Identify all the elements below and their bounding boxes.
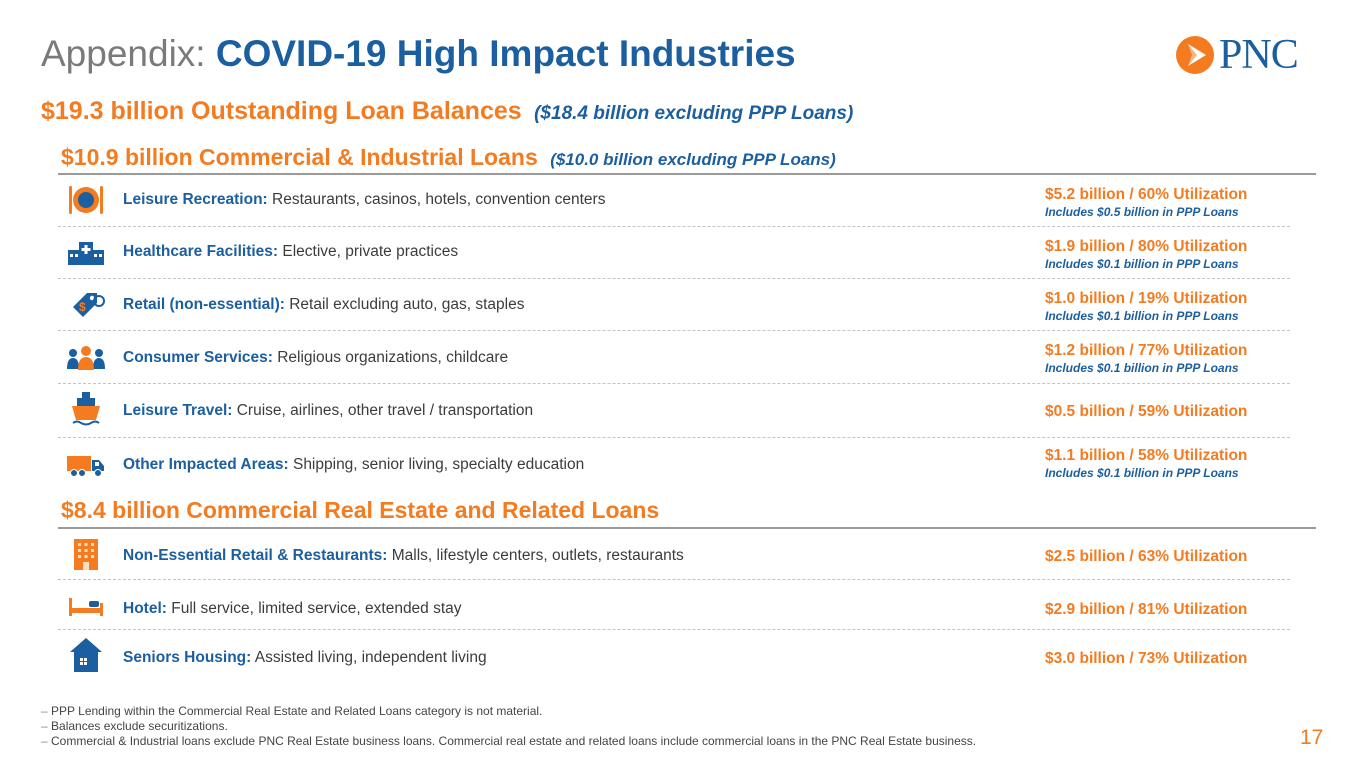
price-tag-icon: $ <box>66 286 106 322</box>
row-amount: $2.5 billion / 63% Utilization <box>1045 547 1247 566</box>
cre-row-seniors-housing: Seniors Housing: Assisted living, indepe… <box>58 630 1290 682</box>
cre-row-retail-restaurants: Non-Essential Retail & Restaurants: Mall… <box>58 528 1290 580</box>
category-label: Non-Essential Retail & Restaurants: <box>123 547 388 564</box>
ci-row-retail: $ Retail (non-essential): Retail excludi… <box>58 279 1290 331</box>
footnote: PPP Lending within the Commercial Real E… <box>41 704 976 719</box>
category-desc: Shipping, senior living, specialty educa… <box>288 456 585 473</box>
cre-section-title: $8.4 billion Commercial Real Estate and … <box>61 497 659 524</box>
category-label: Leisure Recreation: <box>123 191 268 208</box>
pnc-logo-mark-icon <box>1176 36 1214 74</box>
category-desc: Assisted living, independent living <box>251 649 487 666</box>
category-label: Healthcare Facilities: <box>123 243 279 260</box>
row-label: Retail (non-essential): Retail excluding… <box>123 296 524 314</box>
cruise-ship-icon <box>66 391 106 427</box>
category-label: Leisure Travel: <box>123 402 233 419</box>
category-label: Retail (non-essential): <box>123 296 285 313</box>
title-prefix: Appendix: <box>41 33 206 74</box>
cre-section-main: $8.4 billion Commercial Real Estate and … <box>61 497 660 523</box>
category-label: Consumer Services: <box>123 349 273 366</box>
category-desc: Cruise, airlines, other travel / transpo… <box>232 402 534 419</box>
amount-value: $1.0 billion / 19% Utilization <box>1045 290 1248 307</box>
ci-section-title: $10.9 billion Commercial & Industrial Lo… <box>61 144 836 171</box>
category-desc: Full service, limited service, extended … <box>166 600 462 617</box>
category-label: Hotel: <box>123 600 167 617</box>
ppp-note: Includes $0.1 billion in PPP Loans <box>1045 257 1239 271</box>
house-icon <box>66 637 106 673</box>
cre-section-rule <box>58 527 1316 529</box>
ci-row-healthcare: Healthcare Facilities: Elective, private… <box>58 227 1290 279</box>
row-amount: $1.0 billion / 19% Utilization Includes … <box>1045 289 1247 325</box>
ci-row-other-impacted: Other Impacted Areas: Shipping, senior l… <box>58 438 1290 494</box>
ppp-note: Includes $0.1 billion in PPP Loans <box>1045 361 1239 375</box>
cre-row-hotel: Hotel: Full service, limited service, ex… <box>58 580 1290 630</box>
pnc-logo: PNC <box>1175 32 1330 78</box>
amount-value: $1.2 billion / 77% Utilization <box>1045 342 1248 359</box>
svg-text:$: $ <box>79 300 86 314</box>
row-amount: $1.1 billion / 58% Utilization Includes … <box>1045 446 1247 482</box>
category-desc: Malls, lifestyle centers, outlets, resta… <box>387 547 684 564</box>
row-label: Non-Essential Retail & Restaurants: Mall… <box>123 547 684 565</box>
ci-section-rule <box>58 173 1316 175</box>
row-label: Seniors Housing: Assisted living, indepe… <box>123 649 487 667</box>
row-amount: $3.0 billion / 73% Utilization <box>1045 649 1247 668</box>
ci-row-consumer-services: Consumer Services: Religious organizatio… <box>58 331 1290 384</box>
row-label: Leisure Travel: Cruise, airlines, other … <box>123 402 533 420</box>
delivery-truck-icon <box>66 447 106 483</box>
amount-value: $2.9 billion / 81% Utilization <box>1045 601 1248 618</box>
category-desc: Retail excluding auto, gas, staples <box>284 296 525 313</box>
category-desc: Elective, private practices <box>278 243 459 260</box>
row-amount: $2.9 billion / 81% Utilization <box>1045 600 1247 619</box>
ci-row-leisure-recreation: Leisure Recreation: Restaurants, casinos… <box>58 174 1290 227</box>
office-building-icon <box>66 536 106 572</box>
footnote: Commercial & Industrial loans exclude PN… <box>41 734 976 749</box>
row-label: Other Impacted Areas: Shipping, senior l… <box>123 456 584 474</box>
row-amount: $5.2 billion / 60% Utilization Includes … <box>1045 185 1247 221</box>
row-label: Hotel: Full service, limited service, ex… <box>123 600 462 618</box>
amount-value: $0.5 billion / 59% Utilization <box>1045 403 1248 420</box>
amount-value: $1.1 billion / 58% Utilization <box>1045 447 1248 464</box>
ppp-note: Includes $0.1 billion in PPP Loans <box>1045 466 1239 480</box>
page-title: Appendix: COVID-19 High Impact Industrie… <box>41 32 796 76</box>
subtitle-note: ($18.4 billion excluding PPP Loans) <box>534 103 854 124</box>
title-main: COVID-19 High Impact Industries <box>215 33 796 74</box>
ci-section-note: ($10.0 billion excluding PPP Loans) <box>550 150 836 169</box>
amount-value: $2.5 billion / 63% Utilization <box>1045 548 1248 565</box>
amount-value: $3.0 billion / 73% Utilization <box>1045 650 1248 667</box>
amount-value: $5.2 billion / 60% Utilization <box>1045 186 1248 203</box>
hotel-bed-icon <box>66 588 106 624</box>
row-amount: $1.2 billion / 77% Utilization Includes … <box>1045 341 1247 377</box>
row-amount: $0.5 billion / 59% Utilization <box>1045 402 1247 421</box>
plate-cutlery-icon <box>66 182 106 218</box>
ci-section-main: $10.9 billion Commercial & Industrial Lo… <box>61 144 538 170</box>
footnote: Balances exclude securitizations. <box>41 719 976 734</box>
ci-row-leisure-travel: Leisure Travel: Cruise, airlines, other … <box>58 384 1290 438</box>
category-desc: Religious organizations, childcare <box>272 349 509 366</box>
row-amount: $1.9 billion / 80% Utilization Includes … <box>1045 237 1247 273</box>
people-group-icon <box>66 340 106 376</box>
subtitle-main: $19.3 billion Outstanding Loan Balances <box>41 97 522 125</box>
category-desc: Restaurants, casinos, hotels, convention… <box>267 191 606 208</box>
row-label: Consumer Services: Religious organizatio… <box>123 349 508 367</box>
page-number: 17 <box>1300 726 1324 749</box>
amount-value: $1.9 billion / 80% Utilization <box>1045 238 1248 255</box>
hospital-icon <box>66 235 106 271</box>
row-label: Healthcare Facilities: Elective, private… <box>123 243 458 261</box>
ppp-note: Includes $0.1 billion in PPP Loans <box>1045 309 1239 323</box>
subtitle: $19.3 billion Outstanding Loan Balances … <box>41 97 853 126</box>
ppp-note: Includes $0.5 billion in PPP Loans <box>1045 205 1239 219</box>
footnotes: PPP Lending within the Commercial Real E… <box>41 704 976 749</box>
logo-text: PNC <box>1219 32 1299 78</box>
category-label: Other Impacted Areas: <box>123 456 289 473</box>
row-label: Leisure Recreation: Restaurants, casinos… <box>123 191 605 209</box>
category-label: Seniors Housing: <box>123 649 252 666</box>
